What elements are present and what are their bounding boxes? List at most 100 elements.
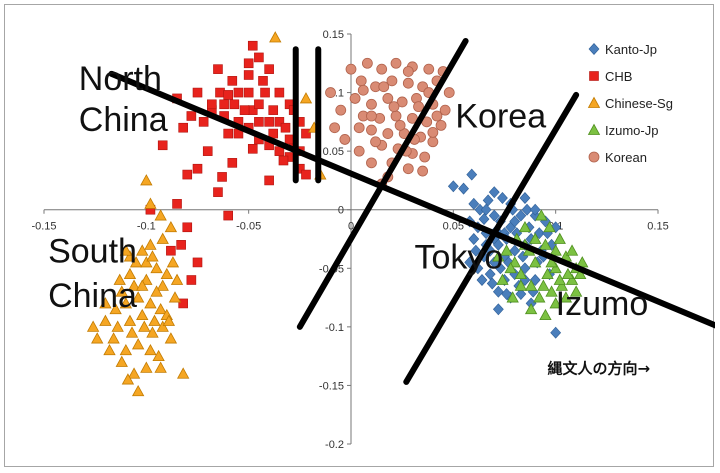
- data-point: [127, 279, 141, 291]
- data-point: [492, 285, 504, 298]
- legend-marker: [588, 151, 600, 163]
- data-point: [431, 110, 443, 122]
- data-point: [478, 213, 490, 226]
- data-point: [509, 215, 521, 228]
- data-point: [515, 209, 527, 222]
- data-point: [207, 99, 217, 110]
- data-point: [301, 169, 311, 180]
- data-point: [299, 92, 313, 104]
- overlay-lines: [108, 38, 715, 385]
- data-point: [529, 232, 542, 244]
- region-label: Korea: [455, 98, 546, 136]
- data-point: [164, 332, 178, 344]
- data-point: [501, 288, 512, 301]
- data-point: [488, 209, 500, 222]
- data-point: [386, 75, 398, 87]
- data-point: [394, 119, 406, 131]
- data-point: [529, 256, 542, 268]
- y-tick-label: 0: [338, 205, 344, 217]
- data-point: [565, 273, 579, 285]
- data-point: [172, 199, 182, 209]
- data-point: [561, 267, 575, 280]
- data-point: [154, 209, 167, 221]
- data-point: [549, 261, 562, 274]
- overlay-line: [403, 91, 580, 385]
- data-point: [129, 256, 143, 268]
- data-point: [136, 244, 149, 256]
- legend: Kanto-Jp CHB Chinese-Sg Izumo-Jp Korean: [587, 42, 673, 165]
- legend-marker: [587, 96, 601, 108]
- data-point: [162, 314, 176, 326]
- data-point: [146, 250, 159, 262]
- data-point: [115, 355, 128, 367]
- data-point: [86, 320, 100, 332]
- data-point: [156, 279, 169, 291]
- data-point: [198, 117, 209, 127]
- x-tick-label: 0: [348, 221, 354, 233]
- data-point: [345, 63, 357, 75]
- y-tick-label: -0.15: [319, 380, 344, 392]
- data-point: [268, 105, 279, 115]
- data-point: [555, 279, 568, 291]
- data-point: [223, 90, 233, 100]
- data-point: [427, 136, 439, 148]
- data-point: [119, 343, 133, 356]
- data-point: [202, 146, 213, 156]
- data-point: [537, 279, 550, 291]
- data-point: [492, 303, 504, 316]
- legend-label: CHB: [605, 69, 632, 84]
- data-point: [178, 298, 188, 309]
- data-point: [514, 267, 528, 280]
- data-point: [390, 110, 402, 122]
- data-point: [278, 155, 289, 166]
- data-point: [140, 361, 153, 373]
- data-point: [264, 64, 274, 74]
- data-point: [264, 175, 274, 186]
- data-point: [565, 244, 579, 256]
- data-point: [468, 197, 480, 210]
- data-point: [192, 163, 203, 174]
- data-point: [470, 244, 482, 257]
- data-point: [492, 250, 505, 262]
- data-point: [533, 291, 546, 303]
- data-point: [144, 297, 157, 309]
- data-point: [486, 277, 498, 290]
- data-point: [521, 203, 533, 216]
- overlay-line: [108, 70, 715, 329]
- data-point: [258, 76, 268, 86]
- data-point: [182, 222, 193, 233]
- data-point: [543, 220, 556, 233]
- data-point: [168, 291, 182, 303]
- data-point: [443, 87, 455, 98]
- data-point: [435, 119, 447, 131]
- data-point: [136, 279, 149, 291]
- data-point: [524, 302, 538, 315]
- data-point: [423, 63, 435, 75]
- data-point: [402, 77, 414, 89]
- data-point: [495, 262, 506, 275]
- data-point: [123, 267, 137, 280]
- y-tick-label: 0.15: [323, 29, 344, 41]
- data-point: [325, 87, 336, 98]
- legend-marker: [588, 43, 600, 55]
- data-point: [254, 117, 264, 127]
- data-point: [497, 192, 508, 204]
- data-point: [157, 140, 168, 151]
- data-point: [243, 70, 254, 80]
- data-point: [274, 87, 285, 98]
- data-point: [239, 105, 250, 115]
- data-point: [91, 332, 104, 344]
- data-point: [186, 111, 197, 121]
- region-label: North: [79, 60, 162, 98]
- data-point: [427, 127, 439, 138]
- data-point: [396, 96, 408, 108]
- x-tick-label: -0.1: [137, 221, 156, 233]
- data-point: [574, 267, 587, 280]
- data-point: [227, 76, 238, 86]
- data-point: [131, 291, 145, 303]
- data-point: [370, 136, 381, 148]
- data-point: [215, 87, 225, 98]
- data-point: [113, 273, 126, 285]
- data-point: [146, 326, 159, 338]
